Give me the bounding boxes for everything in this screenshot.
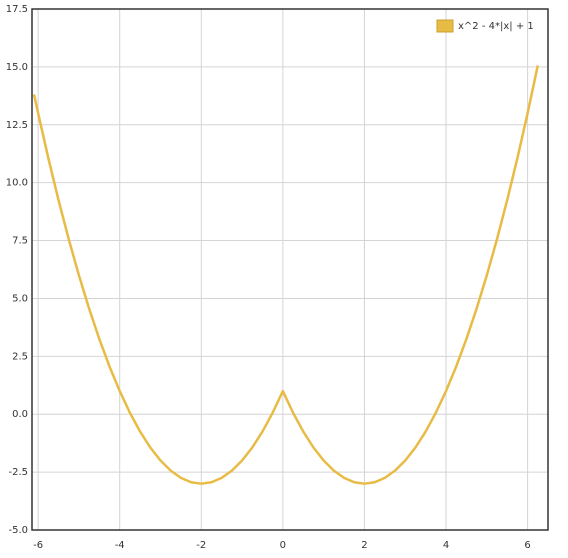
y-tick-label: 17.5 — [6, 4, 28, 15]
x-tick-label: 2 — [361, 540, 367, 551]
y-tick-label: 5.0 — [12, 293, 28, 304]
legend-swatch — [436, 19, 454, 33]
x-tick-label: 0 — [280, 540, 286, 551]
y-tick-label: 7.5 — [12, 236, 28, 247]
y-tick-label: -5.0 — [8, 525, 28, 536]
x-tick-label: -6 — [33, 540, 43, 551]
x-tick-label: 4 — [443, 540, 449, 551]
x-tick-label: 6 — [524, 540, 530, 551]
y-tick-label: 12.5 — [6, 120, 28, 131]
x-tick-label: -4 — [115, 540, 125, 551]
y-tick-label: 0.0 — [12, 409, 28, 420]
y-tick-label: 10.0 — [6, 178, 28, 189]
legend-label: x^2 - 4*|x| + 1 — [458, 21, 534, 32]
x-tick-label: -2 — [196, 540, 206, 551]
y-tick-label: -2.5 — [8, 467, 28, 478]
y-tick-label: 15.0 — [6, 62, 28, 73]
line-series — [32, 65, 540, 485]
y-tick-label: 2.5 — [12, 351, 28, 362]
plot-frame — [31, 8, 549, 531]
